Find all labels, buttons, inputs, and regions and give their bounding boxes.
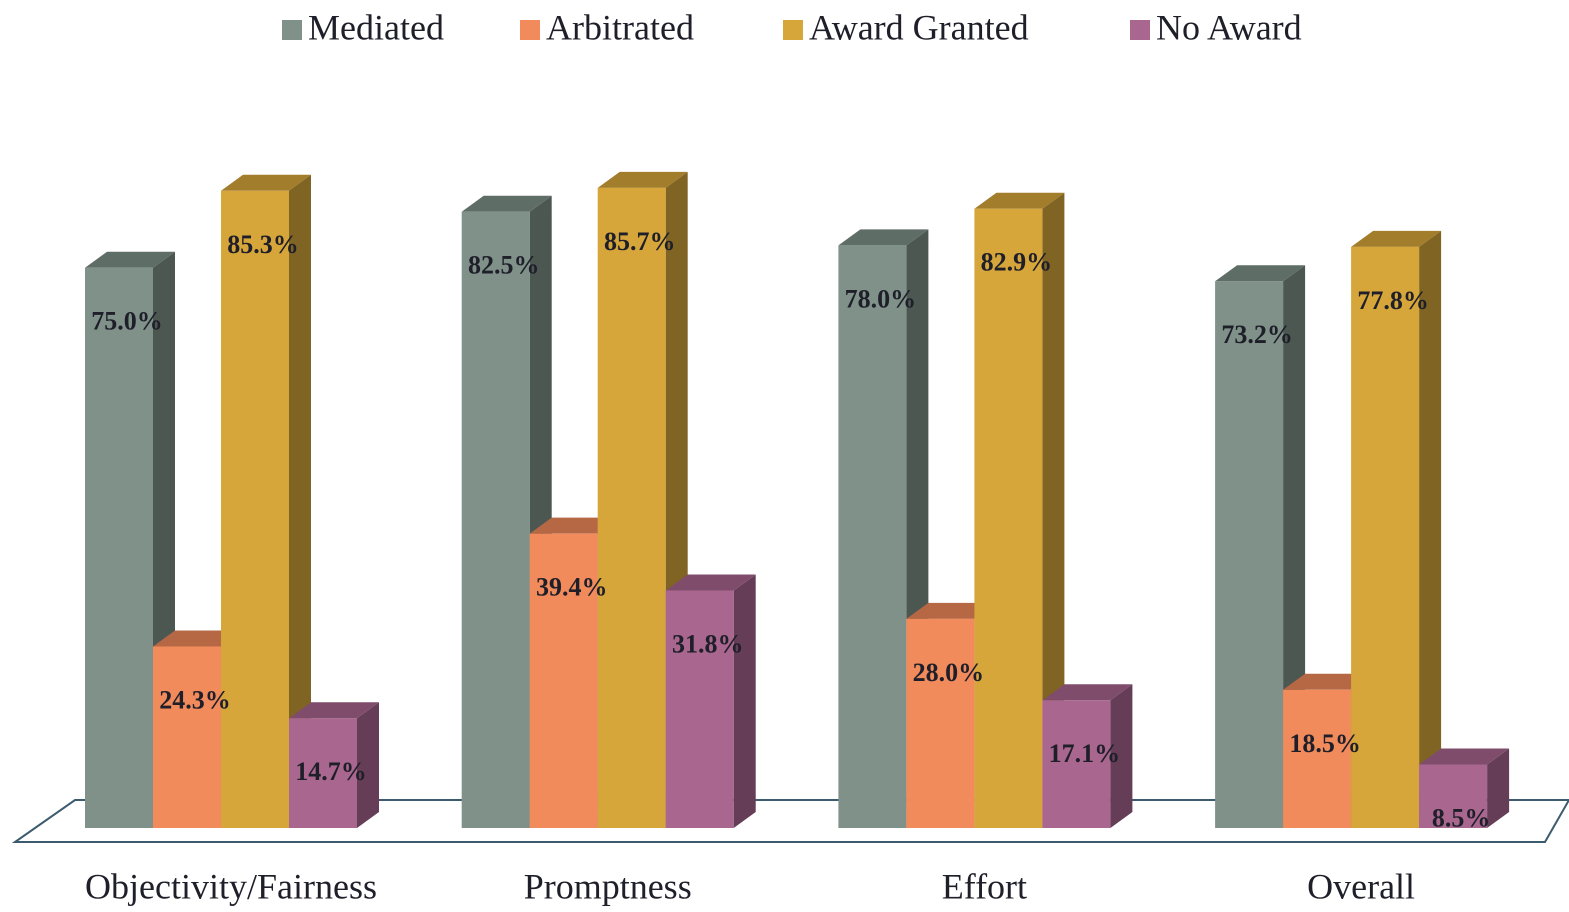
data-label: 77.8%: [1357, 286, 1429, 315]
x-tick-label: Overall: [1307, 866, 1415, 906]
legend-label: Mediated: [308, 7, 444, 47]
bar-top: [461, 195, 552, 212]
bar-side: [1419, 230, 1442, 829]
floor: [11, 799, 1569, 843]
bar: [1351, 246, 1420, 829]
data-label: 82.9%: [981, 248, 1053, 277]
bar-top: [153, 630, 243, 647]
bar-side: [1487, 748, 1510, 828]
bar: [85, 267, 153, 828]
bar: [1042, 700, 1111, 828]
legend-swatch: [520, 20, 540, 40]
bar-side: [733, 574, 756, 828]
data-label: 8.5%: [1432, 803, 1491, 832]
legend-label: Award Granted: [809, 7, 1029, 47]
bar-top: [1215, 265, 1306, 282]
data-label: 85.7%: [604, 227, 676, 256]
bar: [838, 245, 907, 829]
bar-side: [1042, 192, 1065, 828]
bar-top: [665, 574, 756, 591]
bar: [153, 646, 221, 828]
bar-top: [1419, 748, 1510, 765]
bar: [529, 533, 598, 828]
bar: [1419, 764, 1488, 828]
bar: [289, 718, 357, 828]
data-label: 18.5%: [1289, 729, 1361, 758]
bar-top: [85, 251, 175, 268]
bar: [597, 187, 666, 829]
bar: [221, 190, 289, 828]
data-label: 31.8%: [672, 629, 744, 658]
legend-swatch: [282, 20, 302, 40]
data-label: 24.3%: [159, 685, 231, 714]
bar-top: [597, 171, 688, 188]
bar-top: [221, 174, 311, 191]
bar-side: [1110, 684, 1133, 828]
legend-swatch: [783, 20, 803, 40]
bar: [665, 590, 734, 828]
data-label: 85.3%: [227, 230, 299, 259]
x-tick-label: Effort: [942, 866, 1027, 906]
bar: [1283, 689, 1352, 828]
data-label: 14.7%: [295, 757, 367, 786]
data-label: 39.4%: [536, 573, 608, 602]
bar-side: [289, 174, 311, 828]
bar-side: [357, 702, 379, 828]
data-label: 17.1%: [1049, 739, 1121, 768]
bar: [974, 208, 1043, 828]
legend-label: No Award: [1156, 7, 1302, 47]
bar-top: [1283, 673, 1374, 690]
bar: [461, 211, 530, 829]
legend-swatch: [1130, 20, 1150, 40]
data-label: 82.5%: [468, 251, 540, 280]
bar-top: [974, 192, 1065, 209]
bar-top: [838, 229, 929, 246]
data-label: 28.0%: [913, 658, 985, 687]
bar-top: [1042, 684, 1133, 701]
x-tick-label: Objectivity/Fairness: [85, 866, 377, 906]
bar-top: [1351, 230, 1442, 247]
bar: [1215, 281, 1284, 828]
x-tick-label: Promptness: [524, 866, 692, 906]
bar-top: [289, 702, 379, 719]
data-label: 75.0%: [91, 307, 163, 336]
bar-top: [906, 602, 997, 619]
bar-top: [529, 517, 620, 534]
legend-label: Arbitrated: [546, 7, 694, 47]
data-label: 78.0%: [845, 284, 917, 313]
bar: [906, 618, 975, 828]
data-label: 73.2%: [1221, 320, 1293, 349]
